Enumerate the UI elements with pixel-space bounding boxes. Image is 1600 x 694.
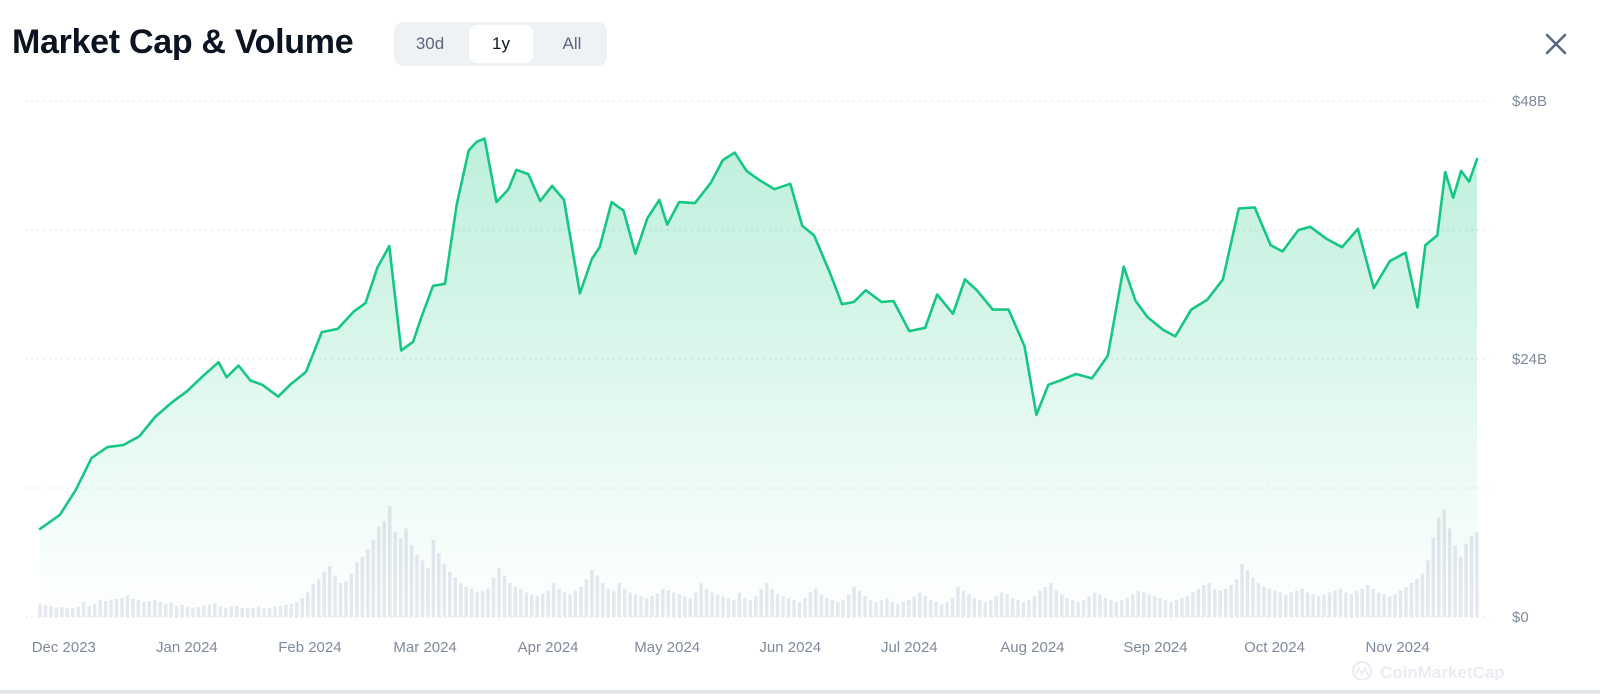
chart-canvas: $48B $24B $0 Dec 2023 Jan 2024 Feb 2024 Mar 2… <box>25 93 1547 680</box>
x-tick-label: Apr 2024 <box>518 639 579 656</box>
y-tick-label: $24B <box>1512 351 1547 368</box>
x-tick-label: Jan 2024 <box>156 639 218 656</box>
range-30d-button[interactable]: 30d <box>398 25 462 63</box>
chart-header: Market Cap & Volume 30d 1y All <box>0 0 1600 90</box>
market-cap-line <box>38 137 1479 531</box>
y-axis-ticks: $48B $24B $0 <box>1512 93 1547 626</box>
x-tick-label: Jun 2024 <box>759 639 821 656</box>
market-cap-chart: $48B $24B $0 Dec 2023 Jan 2024 Feb 2024 Mar 2… <box>0 80 1600 680</box>
x-tick-label: Dec 2023 <box>32 639 96 656</box>
x-tick-label: Jul 2024 <box>881 639 938 656</box>
x-tick-label: Aug 2024 <box>1000 639 1064 656</box>
y-tick-label: $48B <box>1512 93 1547 110</box>
x-tick-label: Oct 2024 <box>1244 639 1305 656</box>
x-tick-label: Mar 2024 <box>393 639 456 656</box>
bottom-divider <box>0 690 1600 694</box>
time-range-selector: 30d 1y All <box>394 22 607 66</box>
x-axis-ticks: Dec 2023 Jan 2024 Feb 2024 Mar 2024 Apr 2024… <box>32 639 1430 656</box>
close-icon[interactable] <box>1540 28 1572 60</box>
range-all-button[interactable]: All <box>540 25 604 63</box>
page-title: Market Cap & Volume <box>12 23 354 61</box>
range-1y-button[interactable]: 1y <box>469 25 533 63</box>
x-tick-label: May 2024 <box>634 639 700 656</box>
watermark-text: CoinMarketCap <box>1380 663 1505 680</box>
x-tick-label: Sep 2024 <box>1123 639 1187 656</box>
y-tick-label: $0 <box>1512 609 1529 626</box>
market-cap-area <box>40 138 1477 617</box>
x-tick-label: Nov 2024 <box>1365 639 1429 656</box>
x-tick-label: Feb 2024 <box>278 639 341 656</box>
coinmarketcap-logo-icon: CoinMarketCap <box>1352 661 1505 680</box>
